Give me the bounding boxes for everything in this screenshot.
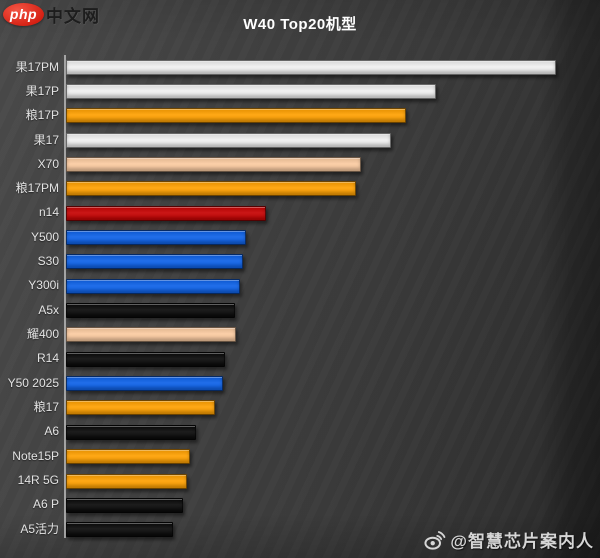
bar-track xyxy=(64,278,596,294)
bar-track xyxy=(64,132,596,148)
chart-row: 果17PM xyxy=(0,54,596,78)
category-label: R14 xyxy=(36,351,59,366)
chart-row: A6 xyxy=(0,419,596,443)
bar xyxy=(66,278,240,294)
bar-track xyxy=(64,229,596,246)
bar xyxy=(66,400,215,416)
bar-track xyxy=(64,205,596,221)
category-label: 果17 xyxy=(33,132,59,147)
category-label: Y500 xyxy=(30,229,59,244)
bar xyxy=(66,522,173,538)
bar-track xyxy=(64,302,596,319)
category-label: 果17P xyxy=(25,84,59,99)
bar xyxy=(66,303,235,319)
bar xyxy=(66,108,406,124)
bar xyxy=(66,254,243,270)
chart-row: 14R 5G xyxy=(0,468,596,492)
bar-track xyxy=(64,156,596,173)
chart-row: Y50 2025 xyxy=(0,370,596,394)
bar-track xyxy=(64,180,596,197)
chart-row: X70 xyxy=(0,151,596,175)
category-label: 果17PM xyxy=(15,59,59,74)
category-label: 14R 5G xyxy=(17,473,59,488)
watermark-text: @智慧芯片案内人 xyxy=(450,532,594,551)
chart-row: 耀400 xyxy=(0,322,596,346)
bar xyxy=(66,157,361,173)
chart-row: A5x xyxy=(0,297,596,321)
chart-row: R14 xyxy=(0,346,596,370)
chart-row: 粮17 xyxy=(0,395,596,419)
chart-row: Note15P xyxy=(0,444,596,468)
chart-row: A6 P xyxy=(0,492,596,516)
bar xyxy=(66,497,183,513)
chart-row: 果17P xyxy=(0,78,596,102)
bar xyxy=(66,473,187,489)
bar xyxy=(66,205,266,221)
bar-track xyxy=(64,399,596,416)
category-label: A5x xyxy=(38,302,59,317)
bar-track xyxy=(64,326,596,343)
category-label: A6 xyxy=(44,424,59,439)
bar-track xyxy=(64,83,596,100)
bar-track xyxy=(64,375,596,392)
category-label: 粮17PM xyxy=(15,181,59,196)
weibo-icon xyxy=(424,530,446,550)
chart-row: Y500 xyxy=(0,224,596,248)
category-label: Y300i xyxy=(28,278,59,293)
bar xyxy=(66,351,225,367)
bar-track xyxy=(64,107,596,124)
category-label: n14 xyxy=(38,205,59,220)
bar-track xyxy=(64,424,596,440)
bar-track xyxy=(64,497,596,513)
bar xyxy=(66,376,223,392)
bar-track xyxy=(64,473,596,489)
php-logo-suffix: 中文网 xyxy=(46,7,100,26)
category-label: A6 P xyxy=(32,497,59,512)
chart-row: 粮17P xyxy=(0,103,596,127)
bar xyxy=(66,84,436,100)
bar-track xyxy=(64,59,596,75)
bar xyxy=(66,424,196,440)
bar xyxy=(66,59,556,75)
watermark: @智慧芯片案内人 xyxy=(424,527,594,552)
chart-row: S30 xyxy=(0,249,596,273)
category-label: S30 xyxy=(37,253,59,268)
bar xyxy=(66,449,190,465)
bar xyxy=(66,132,391,148)
category-label: 粮17 xyxy=(33,400,59,415)
bar-track xyxy=(64,351,596,367)
category-label: Note15P xyxy=(12,448,59,463)
php-logo: php 中文网 xyxy=(3,2,100,27)
bar xyxy=(66,181,356,197)
chart-title: W40 Top20机型 xyxy=(243,16,357,33)
chart-row: 果17 xyxy=(0,127,596,151)
bar-track xyxy=(64,253,596,270)
bar xyxy=(66,327,236,343)
bar-track xyxy=(64,448,596,465)
bar-track xyxy=(64,521,596,538)
chart-row: Y300i xyxy=(0,273,596,297)
chart-rows: 果17PM 果17P 粮17P 果17 X70 粮17PM n14 Y500 S30 Y300i A… xyxy=(0,54,596,541)
category-label: X70 xyxy=(37,156,59,171)
category-label: Y50 2025 xyxy=(7,375,59,390)
category-label: A5活力 xyxy=(20,522,59,537)
chart-row: A5活力 xyxy=(0,517,596,541)
category-label: 粮17P xyxy=(25,108,59,123)
php-logo-icon: php xyxy=(3,3,44,26)
bar xyxy=(66,230,246,246)
chart-row: n14 xyxy=(0,200,596,224)
category-label: 耀400 xyxy=(26,327,59,342)
chart-row: 粮17PM xyxy=(0,176,596,200)
